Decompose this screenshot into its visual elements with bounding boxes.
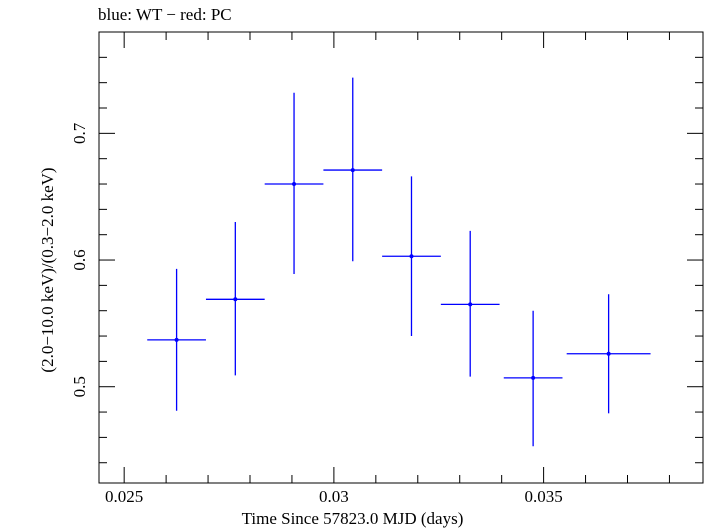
chart-title: blue: WT − red: PC <box>98 5 232 24</box>
x-tick-label: 0.03 <box>319 487 349 506</box>
data-marker <box>233 297 238 302</box>
data-marker <box>409 254 414 259</box>
data-point <box>382 176 441 337</box>
data-marker <box>350 168 355 173</box>
y-tick-label: 0.5 <box>70 376 89 397</box>
data-point <box>264 92 324 274</box>
y-axis-label: (2.0−10.0 keV)/(0.3−2.0 keV) <box>38 167 57 373</box>
data-point <box>205 222 265 376</box>
data-marker <box>606 351 611 356</box>
y-tick-label: 0.6 <box>70 249 89 270</box>
data-marker <box>292 182 297 187</box>
data-point <box>440 230 500 377</box>
y-axis-tick-labels: 0.5 0.6 0.7 <box>70 122 89 397</box>
y-tick-label: 0.7 <box>70 122 89 144</box>
x-axis-tick-labels: 0.025 0.03 0.035 <box>105 487 563 506</box>
data-marker <box>531 375 536 380</box>
data-point <box>147 268 206 411</box>
data-point <box>566 294 651 414</box>
data-point <box>323 77 383 262</box>
data-marker <box>468 302 473 307</box>
data-point <box>503 310 563 447</box>
data-marker <box>174 337 179 342</box>
x-tick-label: 0.025 <box>105 487 143 506</box>
x-axis-label: Time Since 57823.0 MJD (days) <box>241 509 464 528</box>
plot-frame <box>98 31 704 484</box>
x-axis-ticks <box>123 32 670 483</box>
data-series-layer <box>147 77 651 447</box>
y-axis-ticks <box>99 31 703 464</box>
x-tick-label: 0.035 <box>524 487 562 506</box>
